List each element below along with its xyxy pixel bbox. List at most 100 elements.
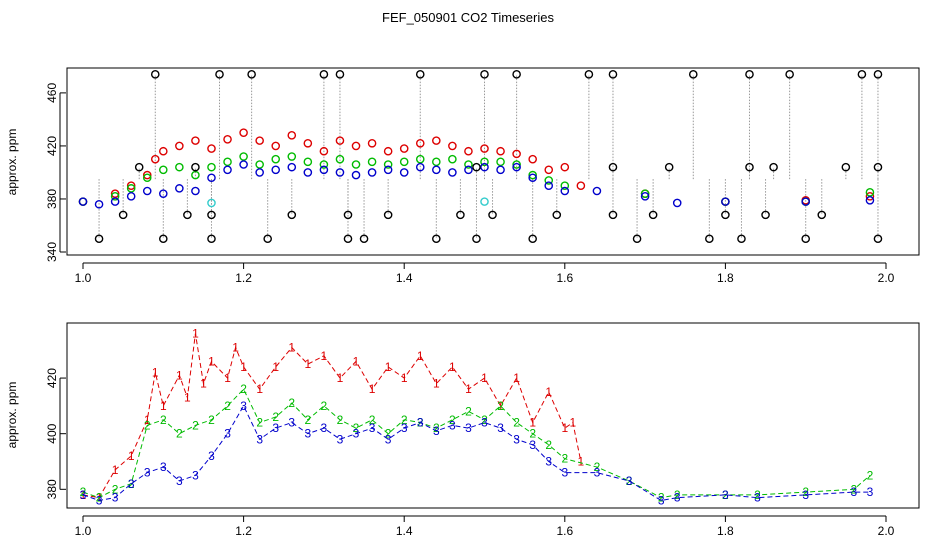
marker-label-series-3: 3 [176, 474, 183, 488]
marker-label-series-2: 2 [401, 413, 408, 427]
point-series-outlier [432, 234, 441, 244]
point-series-1 [560, 162, 570, 172]
point-series-outlier [769, 162, 778, 172]
point-series-outlier [359, 234, 369, 244]
point-series-1 [335, 136, 345, 145]
point-series-3 [287, 162, 297, 172]
point-series-1 [158, 146, 168, 156]
point-series-outlier [745, 162, 754, 172]
point-series-outlier [472, 234, 481, 244]
marker-label-series-3: 3 [272, 421, 279, 435]
marker-label-series-3: 3 [353, 427, 360, 441]
point-series-outlier [319, 70, 329, 79]
point-series-outlier [207, 234, 216, 244]
point-series-3 [78, 197, 88, 206]
marker-label-series-1: 1 [465, 382, 472, 396]
line-series-1 [82, 333, 582, 499]
marker-label-series-3: 3 [658, 493, 665, 507]
line-series-3 [82, 404, 870, 501]
point-series-3 [721, 197, 730, 206]
bottom-x-tick-label: 1.2 [235, 524, 252, 538]
marker-label-series-3: 3 [674, 491, 681, 505]
point-series-2 [640, 189, 650, 198]
marker-label-series-3: 3 [401, 421, 408, 435]
marker-label-series-3: 3 [337, 432, 344, 446]
marker-label-series-2: 2 [321, 399, 328, 413]
point-series-3 [383, 165, 393, 175]
marker-label-series-2: 2 [513, 416, 520, 430]
top-y-tick-label: 380 [45, 189, 59, 209]
marker-label-series-2: 2 [240, 382, 247, 396]
marker-label-series-1: 1 [200, 377, 207, 391]
marker-label-series-3: 3 [433, 424, 440, 438]
point-series-outlier [118, 210, 128, 220]
marker-label-series-2: 2 [224, 399, 231, 413]
marker-label-series-3: 3 [369, 421, 376, 435]
point-series-outlier [873, 234, 883, 244]
marker-label-series-2: 2 [385, 427, 392, 441]
marker-label-series-3: 3 [288, 416, 295, 430]
point-series-outlier [263, 234, 272, 244]
top-x-tick-label: 2.0 [878, 271, 895, 285]
point-series-1 [207, 144, 216, 153]
marker-label-series-1: 1 [513, 371, 520, 385]
marker-label-series-2: 2 [851, 482, 858, 496]
marker-label-series-1: 1 [192, 327, 199, 341]
marker-label-series-1: 1 [288, 340, 295, 354]
point-series-3 [175, 184, 184, 193]
marker-label-series-3: 3 [192, 468, 199, 482]
point-series-3 [496, 165, 505, 175]
marker-label-series-1: 1 [353, 354, 360, 368]
marker-label-series-2: 2 [674, 488, 681, 502]
marker-label-series-3: 3 [304, 427, 311, 441]
bottom-x-tick-label: 1.0 [75, 524, 92, 538]
marker-label-series-1: 1 [128, 449, 135, 463]
marker-label-series-1: 1 [304, 357, 311, 371]
point-series-outlier [335, 70, 345, 79]
marker-label-series-2: 2 [433, 421, 440, 435]
point-series-outlier [608, 70, 618, 79]
point-series-3 [319, 165, 329, 175]
point-series-1 [464, 146, 473, 156]
marker-label-series-3: 3 [497, 421, 504, 435]
point-series-3 [512, 162, 521, 172]
point-series-outlier [215, 70, 224, 79]
bottom-x-tick-label: 1.6 [556, 524, 573, 538]
point-series-2 [175, 162, 184, 172]
marker-label-series-3: 3 [465, 421, 472, 435]
point-series-1 [271, 141, 281, 151]
point-series-1 [319, 146, 329, 156]
marker-label-series-1: 1 [152, 366, 159, 380]
point-series-1 [150, 154, 160, 164]
point-series-3 [464, 165, 473, 175]
marker-label-series-1: 1 [256, 382, 263, 396]
point-series-outlier [94, 234, 104, 244]
marker-label-series-1: 1 [232, 340, 239, 354]
bottom-panel: approx. ppm 1.0 1.2 1.4 1.6 1.8 2.0380400420 … [5, 322, 920, 538]
point-series-outlier [383, 210, 393, 220]
marker-label-series-3: 3 [321, 421, 328, 435]
point-series-outlier [207, 210, 216, 220]
marker-label-series-2: 2 [802, 485, 809, 499]
marker-label-series-1: 1 [184, 391, 191, 405]
point-series-2 [191, 170, 200, 180]
point-series-3 [672, 198, 682, 208]
marker-label-series-1: 1 [369, 382, 376, 396]
point-series-flagged [480, 197, 489, 206]
marker-label-series-3: 3 [545, 455, 552, 469]
marker-label-series-2: 2 [449, 413, 456, 427]
marker-label-series-3: 3 [722, 488, 729, 502]
marker-label-series-3: 3 [449, 418, 456, 432]
marker-label-series-3: 3 [96, 493, 103, 507]
marker-label-series-1: 1 [385, 360, 392, 374]
point-series-outlier [688, 70, 698, 79]
marker-label-series-2: 2 [481, 413, 488, 427]
point-series-outlier [648, 210, 658, 220]
point-series-2 [271, 154, 281, 164]
point-series-outlier [785, 70, 794, 79]
point-series-2 [287, 152, 297, 161]
marker-label-series-1: 1 [569, 416, 576, 430]
point-series-2 [432, 157, 441, 167]
point-series-outlier [343, 234, 353, 244]
marker-label-series-3: 3 [208, 449, 215, 463]
